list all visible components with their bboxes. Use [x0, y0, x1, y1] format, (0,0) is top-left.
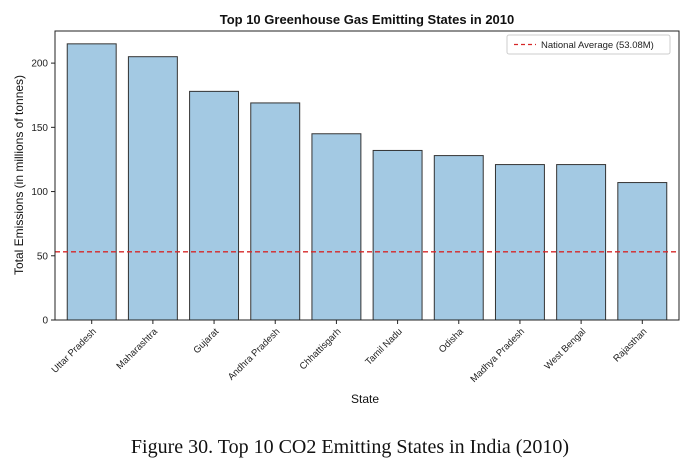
y-tick-label: 150 [31, 123, 48, 134]
bar-chart: Uttar Pradesh Maharashtra Gujarat Andhra Pr… [12, 12, 680, 406]
x-axis-label: State [351, 392, 379, 406]
bar [311, 133, 362, 321]
bar [372, 149, 423, 321]
x-tick-label: Gujarat [191, 326, 221, 356]
chart-title: Top 10 Greenhouse Gas Emitting States in… [220, 12, 515, 27]
bar [66, 43, 117, 321]
x-tick-label: West Bengal [542, 326, 588, 372]
legend-box [506, 34, 671, 55]
y-tick-label: 50 [37, 251, 49, 262]
plot-frame [54, 30, 680, 321]
bar [556, 164, 607, 321]
y-axis-label: Total Emissions (in millions of tonnes) [12, 75, 26, 275]
bar [127, 56, 178, 321]
x-tick-label: Chhattisgarh [298, 326, 344, 372]
bar [250, 102, 301, 321]
y-tick-label: 200 [31, 59, 48, 70]
x-tick-label: Tamil Nadu [363, 326, 404, 367]
x-tick-label: Maharashtra [115, 326, 161, 372]
bar [494, 164, 545, 321]
x-tick-label: Rajasthan [611, 326, 649, 364]
x-tick-label: Odisha [437, 326, 467, 356]
x-tick-label: Uttar Pradesh [50, 326, 99, 375]
x-tick-label: Andhra Pradesh [226, 326, 282, 382]
y-tick-label: 0 [42, 316, 48, 327]
x-tick-label: Madhya Pradesh [468, 326, 527, 385]
legend: National Average (53.08M) [506, 34, 671, 55]
legend-label: National Average (53.08M) [541, 40, 654, 51]
bar [433, 155, 484, 321]
figure-caption: Figure 30. Top 10 CO2 Emitting States in… [130, 436, 570, 458]
bar [189, 90, 240, 321]
y-tick-label: 100 [31, 187, 48, 198]
